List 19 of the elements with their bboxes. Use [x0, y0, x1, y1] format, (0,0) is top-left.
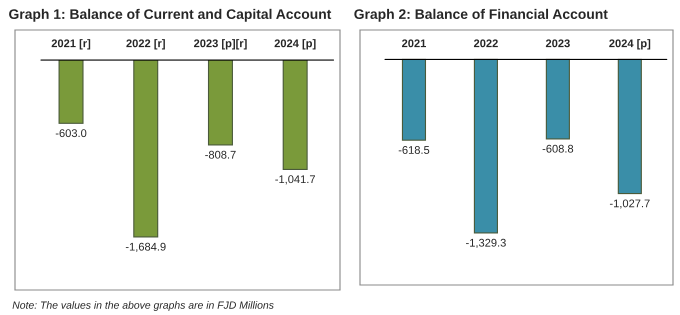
data-label: -603.0 [56, 129, 86, 138]
x-tick-label: 2023 [546, 39, 570, 48]
x-tick-label: 2021 [r] [52, 39, 90, 50]
chart-title: Graph 2: Balance of Financial Account [354, 8, 608, 22]
data-label: -608.8 [542, 144, 574, 153]
x-tick-label: 2022 [r] [126, 39, 165, 50]
chart-title: Graph 1: Balance of Current and Capital Account [9, 8, 332, 22]
text: Note: The values in the above graphs are in FJD Millions [12, 301, 274, 311]
x-tick-label: 2022 [474, 39, 498, 48]
data-label: -808.7 [205, 150, 236, 159]
x-tick-label: 2023 [p][r] [194, 39, 247, 50]
data-label: -618.5 [398, 146, 430, 154]
data-label: -1,684.9 [126, 242, 166, 252]
data-label: -1,027.7 [610, 199, 650, 209]
data-label: -1,329.3 [466, 238, 506, 248]
x-tick-label: 2021 [402, 39, 426, 48]
x-tick-label: 2024 [p] [274, 39, 316, 50]
data-label: -1,041.7 [275, 175, 315, 184]
x-tick-label: 2024 [p] [609, 39, 650, 50]
